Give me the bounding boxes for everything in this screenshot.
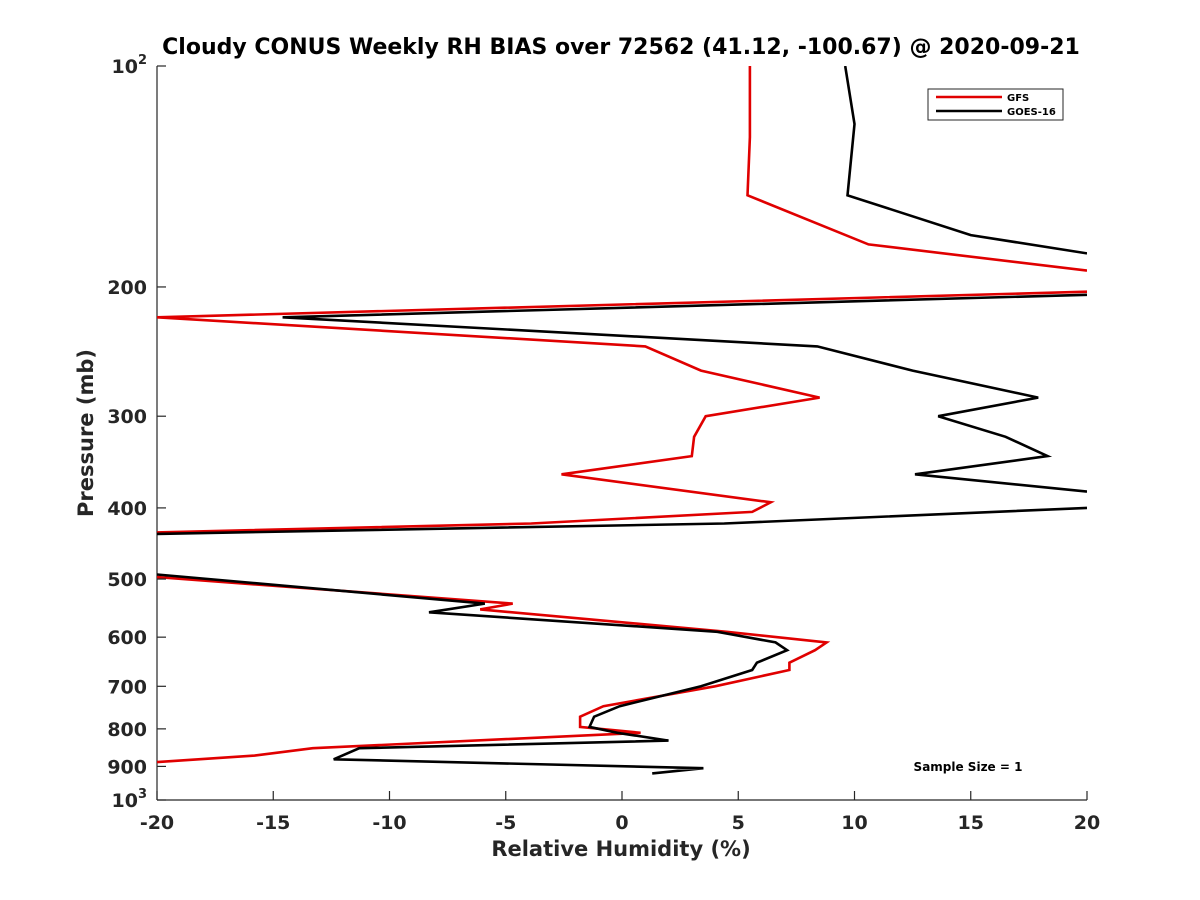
x-tick-label: 10 xyxy=(841,812,867,834)
x-tick-label: 15 xyxy=(958,812,984,834)
y-tick-label: 600 xyxy=(107,627,147,649)
y-tick-label: 103 xyxy=(112,787,148,812)
x-tick-label: 0 xyxy=(615,812,628,834)
legend-entry: GFS xyxy=(1007,93,1029,104)
series-line-goes-16-3 xyxy=(157,506,1087,536)
sample-size-annotation: Sample Size = 1 xyxy=(914,760,1023,774)
x-tick-label: 5 xyxy=(732,812,745,834)
y-tick-label: 300 xyxy=(107,406,147,428)
x-tick-label: -5 xyxy=(495,812,516,834)
legend: GFS GOES-16 xyxy=(927,88,1064,121)
x-tick-label: -15 xyxy=(256,812,290,834)
x-tick-label: -10 xyxy=(372,812,406,834)
x-tick-label: -20 xyxy=(140,812,174,834)
y-tick-label: 500 xyxy=(107,569,147,591)
y-axis-label: Pressure (mb) xyxy=(74,349,98,517)
series-line-gfs-2 xyxy=(157,290,1087,534)
chart-title: Cloudy CONUS Weekly RH BIAS over 72562 (… xyxy=(162,35,1080,60)
x-tick-label: 20 xyxy=(1074,812,1100,834)
y-tick-label: 800 xyxy=(107,719,147,741)
x-axis-label: Relative Humidity (%) xyxy=(491,837,750,861)
y-tick-label: 102 xyxy=(112,53,148,78)
series-line-goes-16-1 xyxy=(843,66,1087,255)
series-line-goes-16-4 xyxy=(157,573,790,775)
y-tick-label: 700 xyxy=(107,676,147,698)
y-tick-label: 900 xyxy=(107,756,147,778)
y-tick-label: 400 xyxy=(107,498,147,520)
y-axis: 102 200 300 400 500 600 700 800 900 103 xyxy=(107,53,166,812)
legend-box xyxy=(927,88,1064,121)
series-line-goes-16-2 xyxy=(282,293,1087,493)
series-line-gfs-1 xyxy=(746,66,1087,272)
series-line-gfs-3 xyxy=(157,575,831,764)
x-axis: -20 -15 -10 -5 0 5 10 15 20 xyxy=(140,791,1100,834)
y-tick-label: 200 xyxy=(107,277,147,299)
plot-area xyxy=(156,66,1087,801)
legend-entry: GOES-16 xyxy=(1007,107,1056,118)
